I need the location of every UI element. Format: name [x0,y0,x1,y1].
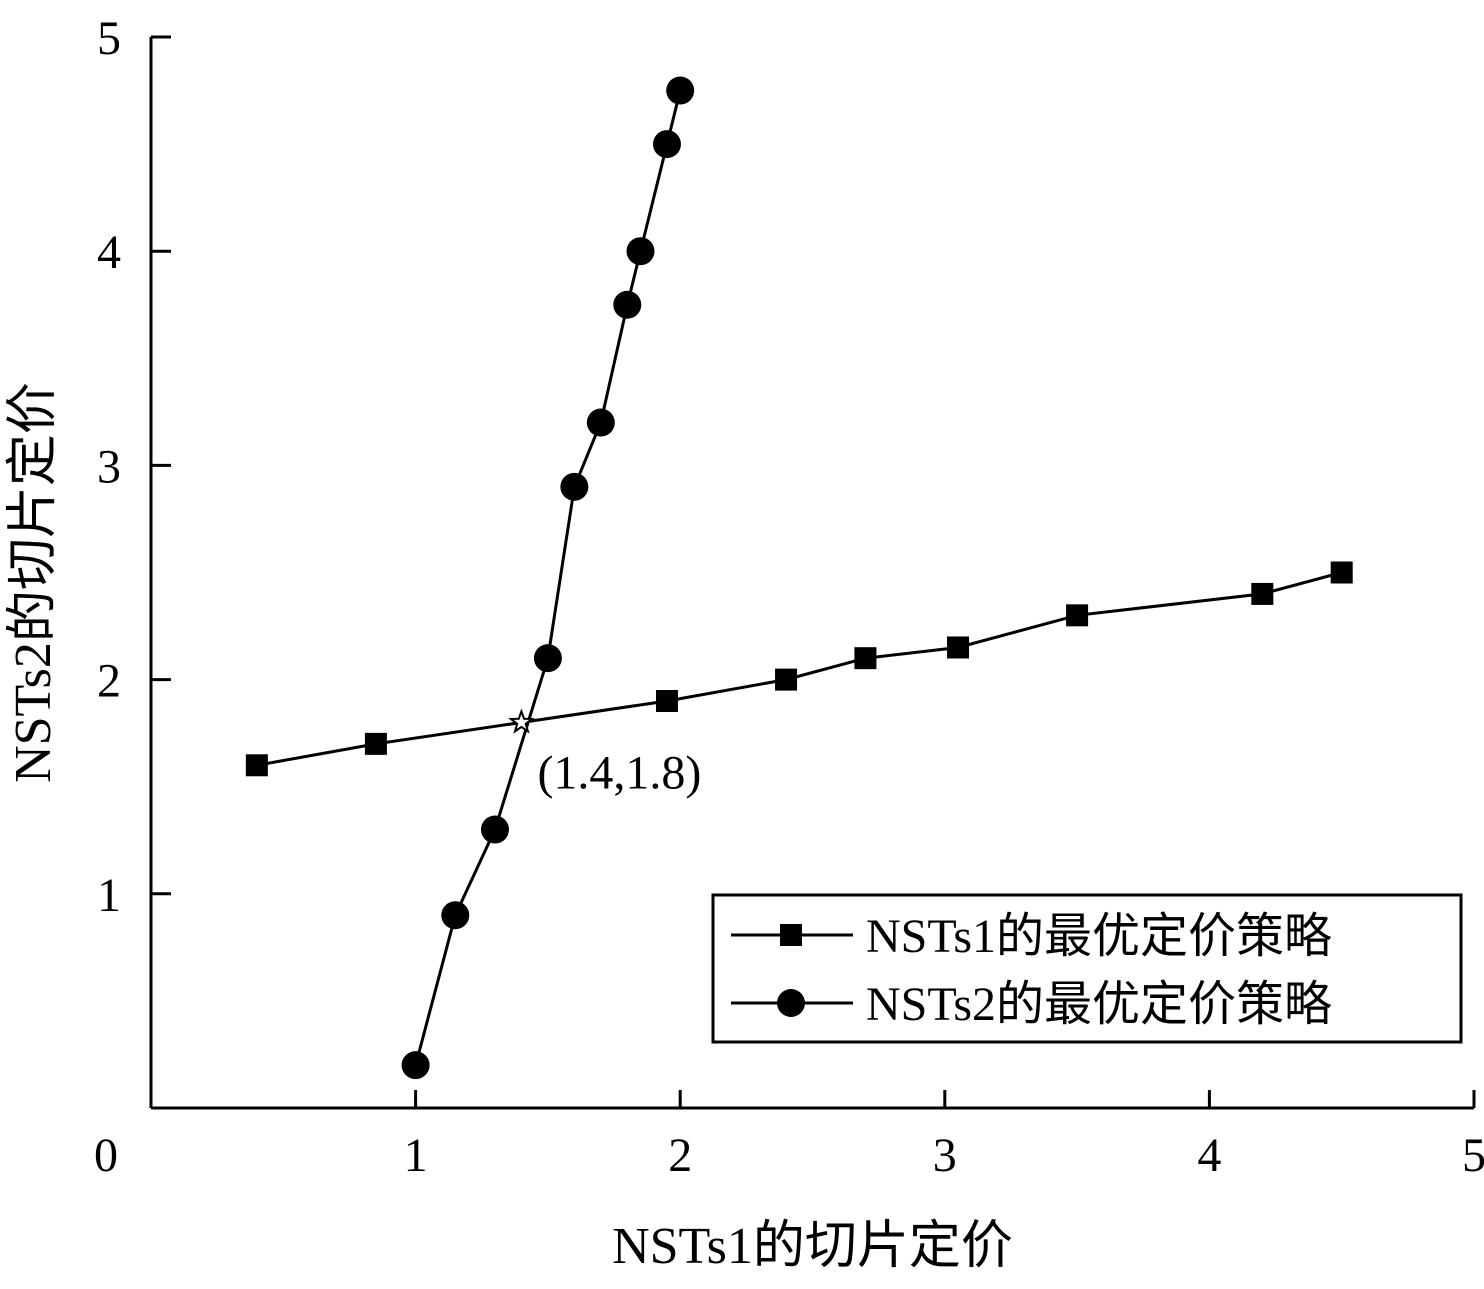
series-group [245,76,1353,1080]
axes: 0 1 2 3 4 5 1 2 3 4 5 [94,12,1484,1182]
series-2-point [666,76,695,105]
x-tick-label: 4 [1197,1129,1221,1182]
series-1-point [947,636,970,659]
series-2-point [652,130,681,159]
y-axis-title: NSTs2的切片定价 [5,382,62,783]
x-tick-label: 3 [933,1129,957,1182]
series-1-point [1330,561,1353,584]
x-tick-label: 5 [1462,1129,1484,1182]
y-tick-label: 4 [97,226,121,279]
intersection-star-marker [508,708,535,734]
series-1-point [364,732,387,755]
series-1-line [256,571,1343,767]
x-tick-label: 2 [668,1129,692,1182]
y-tick-label: 5 [97,12,121,65]
legend: NSTs1的最优定价策略 NSTs2的最优定价策略 [711,893,1463,1044]
legend-label-1: NSTs1的最优定价策略 [866,910,1332,963]
series-2-point [626,237,655,266]
y-tick-label: 1 [97,869,121,922]
series-1-point [775,668,798,691]
annotation-group: (1.4,1.8) [508,708,701,799]
series-2-point [586,408,615,437]
y-tick-label: 2 [97,655,121,708]
series-1-point [1251,582,1274,605]
series-2-point [613,290,642,319]
legend-label-2: NSTs2的最优定价策略 [866,978,1332,1031]
x-tick-label: 0 [94,1129,118,1182]
series-2-line [414,90,682,1066]
series-1-point [1066,604,1089,627]
legend-marker-2 [777,989,805,1017]
series-2-point [533,644,562,673]
series-1-point [655,690,678,713]
series-2-point [441,901,470,930]
y-tick-label: 3 [97,440,121,493]
x-tick-label: 1 [404,1129,428,1182]
x-axis-title: NSTs1的切片定价 [612,1218,1013,1275]
series-1-point [245,754,268,777]
series-2-point [480,815,509,844]
legend-marker-1 [780,924,802,946]
series-1-point [854,647,877,670]
intersection-label: (1.4,1.8) [537,746,701,799]
series-2-point [401,1051,430,1080]
series-2-point [560,472,589,501]
legend-box [711,893,1463,1044]
